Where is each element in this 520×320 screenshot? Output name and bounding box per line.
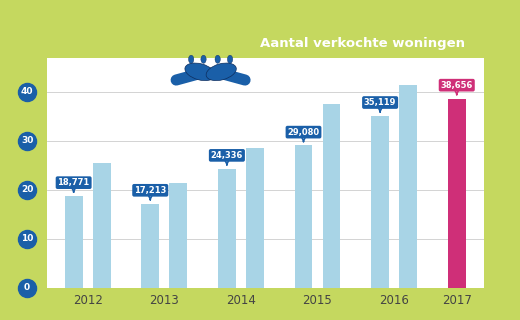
Bar — [322, 104, 341, 288]
Bar — [64, 196, 83, 288]
Text: 0: 0 — [24, 284, 30, 292]
Ellipse shape — [189, 55, 194, 63]
Ellipse shape — [201, 55, 206, 63]
Text: Aantal verkochte woningen: Aantal verkochte woningen — [260, 37, 465, 50]
Ellipse shape — [227, 55, 233, 63]
Ellipse shape — [185, 63, 215, 81]
Text: 17,213: 17,213 — [134, 186, 166, 200]
FancyArrowPatch shape — [218, 73, 245, 80]
Text: 35,119: 35,119 — [364, 98, 396, 112]
Bar — [218, 169, 236, 288]
Text: (x1000): (x1000) — [260, 69, 303, 79]
Bar — [371, 116, 389, 288]
Bar — [141, 204, 159, 288]
Ellipse shape — [206, 63, 236, 81]
FancyArrowPatch shape — [176, 73, 203, 80]
Bar — [294, 146, 313, 288]
Text: 38,656: 38,656 — [440, 81, 473, 95]
Text: 18,771: 18,771 — [58, 178, 90, 192]
Bar — [170, 183, 187, 288]
Text: 29,080: 29,080 — [288, 128, 320, 141]
Bar — [93, 163, 111, 288]
Ellipse shape — [215, 55, 220, 63]
Text: 24,336: 24,336 — [211, 151, 243, 165]
Text: 40: 40 — [21, 87, 33, 96]
Text: 10: 10 — [21, 235, 33, 244]
Bar — [246, 148, 264, 288]
Bar — [399, 84, 417, 288]
Text: 20: 20 — [21, 186, 33, 195]
Bar — [448, 99, 466, 288]
Text: 30: 30 — [21, 136, 33, 145]
